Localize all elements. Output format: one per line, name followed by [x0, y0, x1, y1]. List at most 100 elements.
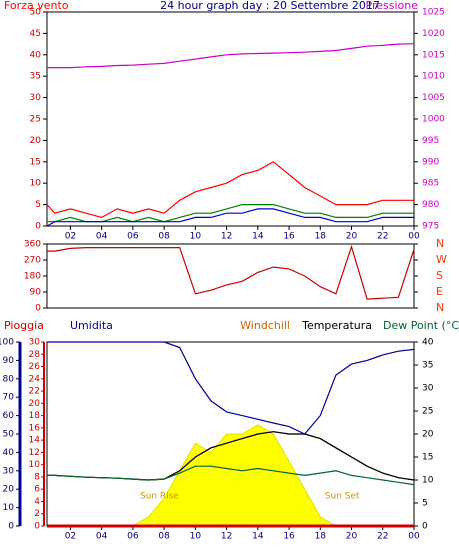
y2-tick-label: 25: [422, 407, 433, 417]
y3-tick-label: 30: [29, 338, 41, 348]
y-tick-label: 60: [3, 411, 15, 421]
y2-tick-label: W: [436, 253, 447, 266]
legend-label: Dew Point (°C: [383, 319, 459, 332]
x-tick-label: 14: [252, 532, 264, 542]
y2-tick-label: 20: [422, 430, 434, 440]
y2-tick-label: 10: [422, 476, 434, 486]
y3-tick-label: 4: [34, 497, 40, 507]
series-line: [47, 341, 415, 435]
y3-tick-label: 22: [29, 387, 40, 397]
x-tick-label: 14: [252, 232, 264, 242]
x-tick-label: 02: [65, 532, 76, 542]
y-tick-label: 0: [35, 304, 41, 314]
x-tick-label: 06: [127, 232, 139, 242]
series-line: [46, 161, 414, 219]
y-tick-label: 70: [3, 393, 15, 403]
x-tick-label: 16: [283, 232, 295, 242]
y3-tick-label: 12: [29, 448, 40, 458]
y-tick-label: 50: [30, 8, 42, 18]
y-tick-label: 80: [3, 374, 15, 384]
y-tick-label: 40: [3, 448, 15, 458]
y3-tick-label: 24: [29, 374, 41, 384]
y3-tick-label: 26: [29, 362, 41, 372]
y-tick-label: 30: [30, 93, 42, 103]
y-tick-label: 30: [3, 466, 15, 476]
y2-tick-label: E: [436, 285, 443, 298]
y2-tick-label: 15: [422, 453, 433, 463]
y-tick-label: 360: [24, 240, 41, 250]
legend-pressure: Pressione: [366, 0, 419, 12]
y3-tick-label: 0: [34, 522, 40, 532]
y-tick-label: 90: [30, 288, 42, 298]
y2-tick-label: 5: [422, 499, 428, 509]
y-tick-label: 5: [35, 200, 41, 210]
y2-tick-label: 990: [422, 157, 439, 167]
y-tick-label: 15: [30, 157, 41, 167]
x-tick-label: 20: [346, 232, 358, 242]
x-tick-label: 04: [96, 532, 108, 542]
y2-tick-label: 1005: [422, 93, 445, 103]
x-tick-label: 22: [377, 232, 388, 242]
y-tick-label: 0: [8, 522, 14, 532]
y-tick-label: 270: [24, 256, 41, 266]
y2-tick-label: 30: [422, 384, 434, 394]
y2-tick-label: 995: [422, 136, 439, 146]
y2-tick-label: 980: [422, 200, 439, 210]
y-tick-label: 40: [30, 50, 42, 60]
y2-tick-label: N: [436, 301, 444, 314]
y-tick-label: 20: [30, 136, 42, 146]
y2-tick-label: 985: [422, 179, 439, 189]
y2-tick-label: 1020: [422, 29, 445, 39]
y-tick-label: 10: [30, 179, 42, 189]
y-tick-label: 50: [3, 430, 15, 440]
y-tick-label: 90: [3, 356, 15, 366]
y3-tick-label: 20: [29, 399, 41, 409]
y2-tick-label: 1010: [422, 72, 445, 82]
y3-tick-label: 6: [34, 485, 40, 495]
y2-tick-label: 40: [422, 338, 434, 348]
y-tick-label: 20: [3, 485, 15, 495]
legend-label: Umidita: [70, 319, 113, 332]
x-tick-label: 00: [408, 532, 420, 542]
legend-label: Windchill: [240, 319, 290, 332]
x-tick-label: 16: [283, 532, 295, 542]
x-tick-label: 18: [315, 532, 327, 542]
y2-tick-label: S: [436, 269, 443, 282]
y3-tick-label: 14: [29, 436, 41, 446]
x-tick-label: 02: [65, 232, 76, 242]
y2-tick-label: 1015: [422, 50, 445, 60]
legend-label: Pioggia: [4, 319, 44, 332]
y2-tick-label: 0: [422, 522, 428, 532]
series-line: [47, 465, 415, 486]
y3-tick-label: 16: [29, 423, 41, 433]
y2-tick-label: 35: [422, 361, 433, 371]
y2-tick-label: N: [436, 237, 444, 250]
legend-label: Temperatura: [301, 319, 372, 332]
y-tick-label: 180: [24, 272, 41, 282]
y2-tick-label: 1025: [422, 8, 445, 18]
annotation: Sun Set: [325, 492, 360, 502]
x-tick-label: 08: [158, 232, 170, 242]
x-tick-label: 08: [158, 532, 170, 542]
x-tick-label: 06: [127, 532, 139, 542]
y-tick-label: 35: [30, 72, 41, 82]
y3-tick-label: 18: [29, 411, 41, 421]
y3-tick-label: 8: [34, 472, 40, 482]
x-tick-label: 00: [408, 232, 420, 242]
y3-tick-label: 2: [34, 509, 40, 519]
y-tick-label: 100: [0, 338, 14, 348]
x-tick-label: 12: [221, 532, 232, 542]
y-tick-label: 45: [30, 29, 41, 39]
y-tick-label: 25: [30, 115, 41, 125]
y3-tick-label: 10: [29, 460, 41, 470]
y-tick-label: 0: [35, 222, 41, 232]
y2-tick-label: 1000: [422, 115, 445, 125]
x-tick-label: 20: [346, 532, 358, 542]
x-tick-label: 12: [221, 232, 232, 242]
y2-tick-label: 975: [422, 222, 439, 232]
series-line: [46, 208, 414, 227]
chart-title: 24 hour graph day : 20 Settembre 2017: [160, 0, 380, 12]
x-tick-label: 10: [190, 532, 202, 542]
x-tick-label: 18: [315, 232, 327, 242]
